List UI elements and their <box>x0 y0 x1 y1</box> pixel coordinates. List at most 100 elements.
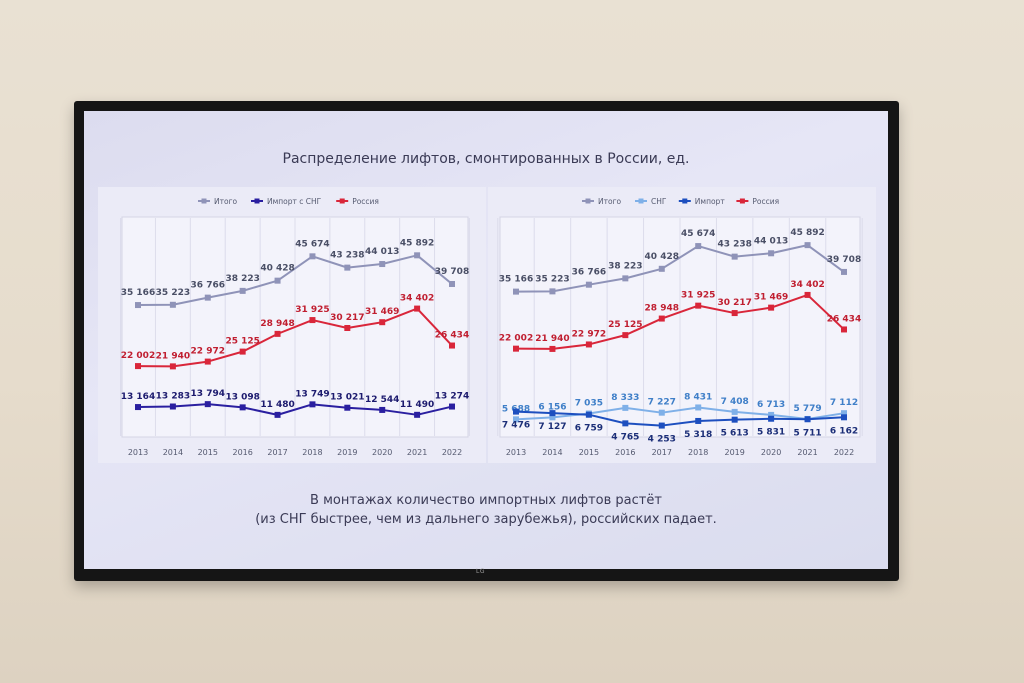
data-label: 25 125 <box>608 320 642 330</box>
data-point <box>344 264 351 271</box>
data-label: 39 708 <box>827 255 861 265</box>
data-label: 5 613 <box>721 429 749 439</box>
chart-panel-right: Итого СНГ Импорт Россия 2013 2014 2015 2016 2017… <box>488 187 876 463</box>
data-label: 44 013 <box>754 236 788 246</box>
legend-swatch-marker <box>201 198 207 204</box>
data-label: 11 490 <box>400 400 434 410</box>
data-point <box>449 280 455 287</box>
data-point <box>513 408 519 415</box>
data-point <box>731 253 738 260</box>
data-label: 40 428 <box>645 252 679 262</box>
data-point <box>204 358 211 365</box>
data-point <box>204 401 211 408</box>
x-tick-label: 2016 <box>615 448 635 457</box>
data-label: 45 674 <box>681 229 715 239</box>
data-point <box>204 294 211 301</box>
data-label: 13 283 <box>156 392 190 402</box>
data-point <box>449 403 455 410</box>
data-point <box>585 411 592 418</box>
data-label: 7 408 <box>721 397 749 407</box>
data-point <box>414 305 421 312</box>
data-point <box>414 252 421 259</box>
data-label: 26 434 <box>827 314 861 324</box>
data-label: 30 217 <box>717 298 751 308</box>
data-label: 8 333 <box>611 393 639 403</box>
data-label: 13 794 <box>191 389 225 399</box>
slide-caption: В монтажах количество импортных лифтов р… <box>84 491 888 529</box>
data-label: 35 166 <box>499 275 533 285</box>
series-line <box>137 403 453 416</box>
x-tick-label: 2013 <box>128 448 148 457</box>
data-label: 43 238 <box>717 240 751 250</box>
data-label: 25 125 <box>225 337 259 347</box>
x-tick-label: 2013 <box>506 448 526 457</box>
data-point <box>658 422 665 429</box>
data-point <box>585 281 592 288</box>
data-point <box>309 317 316 324</box>
data-point <box>169 301 176 308</box>
data-point <box>274 277 281 284</box>
chart-left: Итого Импорт с СНГ Россия 2013 2014 2015 2016 2… <box>120 197 470 457</box>
series-line <box>515 244 845 293</box>
data-label: 7 227 <box>648 398 676 408</box>
data-point <box>658 409 665 416</box>
caption-line-2: (из СНГ быстрее, чем из дальнего зарубеж… <box>255 512 717 527</box>
data-point <box>658 265 665 272</box>
data-point <box>344 404 351 411</box>
data-label: 35 223 <box>535 274 569 284</box>
data-label: 26 434 <box>435 331 469 341</box>
data-point <box>841 410 847 417</box>
data-point <box>549 410 556 417</box>
data-point <box>804 291 811 298</box>
data-point <box>622 420 629 427</box>
data-point <box>169 403 176 410</box>
data-point <box>695 417 702 424</box>
data-point <box>379 319 386 326</box>
data-point <box>804 416 811 423</box>
data-label: 22 972 <box>572 329 606 339</box>
data-point <box>768 304 775 311</box>
data-label: 34 402 <box>790 280 824 290</box>
data-point <box>804 242 811 249</box>
data-point <box>622 332 629 339</box>
chart-right: Итого СНГ Импорт Россия 2013 2014 2015 2016 2017… <box>497 197 863 457</box>
data-label: 4 253 <box>648 435 676 445</box>
legend-swatch-marker <box>585 198 591 204</box>
data-label: 13 098 <box>225 392 259 402</box>
data-point <box>731 408 738 415</box>
data-label: 5 318 <box>684 430 712 440</box>
series-line <box>515 410 845 427</box>
data-label: 11 480 <box>260 400 294 410</box>
data-label: 35 166 <box>121 288 155 298</box>
data-point <box>135 363 141 370</box>
data-point <box>549 414 556 421</box>
legend-entry: Итого <box>598 197 622 206</box>
data-label: 31 925 <box>681 291 715 301</box>
x-tick-label: 2021 <box>407 448 427 457</box>
legend-entry: Россия <box>752 197 779 206</box>
data-point <box>768 411 775 418</box>
x-tick-label: 2018 <box>688 448 708 457</box>
data-point <box>274 411 281 418</box>
legend-entry: Россия <box>352 197 379 206</box>
x-tick-label: 2021 <box>797 448 817 457</box>
legend-entry: СНГ <box>651 197 667 206</box>
data-label: 31 925 <box>295 305 329 315</box>
data-label: 6 162 <box>830 426 858 436</box>
data-label: 45 892 <box>790 228 824 238</box>
data-label: 5 711 <box>793 428 821 438</box>
x-tick-label: 2022 <box>834 448 854 457</box>
x-tick-label: 2014 <box>542 448 562 457</box>
data-label: 36 766 <box>572 268 606 278</box>
data-label: 28 948 <box>645 304 679 314</box>
data-label: 43 238 <box>330 251 364 261</box>
x-tick-label: 2017 <box>652 448 672 457</box>
data-label: 22 002 <box>121 351 155 361</box>
data-label: 6 713 <box>757 400 785 410</box>
data-point <box>841 268 847 275</box>
data-label: 30 217 <box>330 313 364 323</box>
data-point <box>513 345 519 352</box>
x-tick-label: 2015 <box>198 448 218 457</box>
data-label: 13 274 <box>435 392 469 402</box>
data-label: 7 127 <box>538 422 566 432</box>
